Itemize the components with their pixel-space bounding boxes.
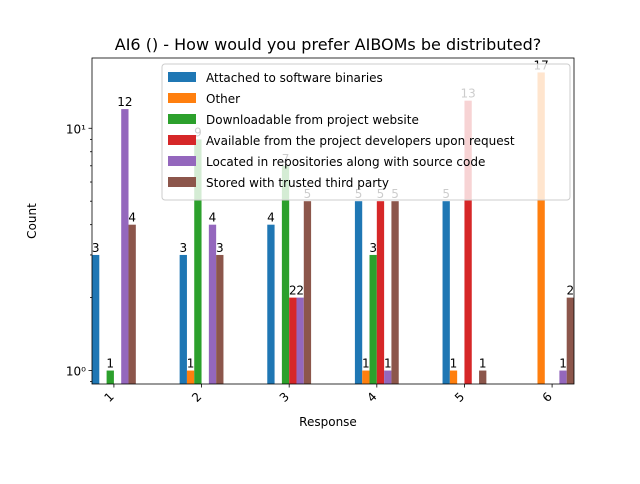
bar bbox=[384, 370, 392, 384]
bar-value-label: 1 bbox=[384, 357, 392, 371]
legend-swatch bbox=[168, 156, 196, 166]
legend-swatch bbox=[168, 93, 196, 103]
legend-swatch bbox=[168, 72, 196, 82]
bar bbox=[216, 254, 224, 384]
bar bbox=[559, 370, 567, 384]
bar-value-label: 1 bbox=[450, 357, 458, 371]
y-tick-label: 10⁰ bbox=[66, 365, 86, 379]
bar bbox=[208, 224, 217, 384]
bar bbox=[186, 370, 195, 384]
bar-value-label: 4 bbox=[128, 211, 136, 225]
bar bbox=[479, 370, 487, 384]
bars-layer bbox=[92, 72, 574, 385]
bar bbox=[354, 201, 363, 384]
bar bbox=[442, 201, 450, 384]
legend-entry-label: Attached to software binaries bbox=[206, 71, 383, 85]
legend-entry-label: Located in repositories along with sourc… bbox=[206, 155, 485, 169]
bar bbox=[106, 370, 114, 384]
legend-entry-label: Other bbox=[206, 92, 240, 106]
bar bbox=[391, 201, 399, 384]
bar-value-label: 1 bbox=[362, 357, 370, 371]
bar bbox=[296, 297, 304, 384]
y-axis-label: Count bbox=[25, 203, 39, 239]
bar bbox=[128, 224, 136, 384]
bar-value-label: 1 bbox=[559, 357, 567, 371]
bar-value-label: 1 bbox=[106, 357, 114, 371]
bar-value-label: 3 bbox=[369, 241, 377, 255]
bar bbox=[179, 254, 187, 384]
plot-frame bbox=[91, 57, 575, 385]
bar bbox=[121, 109, 129, 384]
bar-value-label: 3 bbox=[92, 241, 100, 255]
bar bbox=[464, 100, 472, 385]
legend-entry-label: Available from the project developers up… bbox=[206, 134, 515, 148]
bar bbox=[362, 370, 370, 384]
legend-swatch bbox=[168, 114, 196, 124]
bar bbox=[92, 254, 100, 384]
bar bbox=[194, 139, 202, 384]
bar-value-label: 4 bbox=[267, 211, 275, 225]
chart-title: AI6 () - How would you prefer AIBOMs be … bbox=[115, 35, 541, 54]
bar-value-label: 4 bbox=[209, 211, 217, 225]
bar bbox=[289, 297, 297, 384]
bar-value-label: 2 bbox=[567, 284, 575, 298]
legend-swatch bbox=[168, 135, 196, 145]
bar-value-label: 2 bbox=[289, 284, 297, 298]
bar bbox=[537, 72, 545, 385]
x-axis-label: Response bbox=[299, 415, 357, 429]
bar bbox=[369, 254, 377, 384]
y-tick-label: 10¹ bbox=[66, 122, 86, 136]
bar bbox=[303, 201, 312, 384]
bar bbox=[376, 201, 385, 384]
bar-value-label: 2 bbox=[296, 284, 304, 298]
bar-value-label: 3 bbox=[179, 241, 187, 255]
bar-value-label: 1 bbox=[479, 357, 487, 371]
legend: Attached to software binaries Other Downlo… bbox=[161, 63, 571, 201]
bar-value-label: 12 bbox=[117, 95, 132, 109]
legend-entry-label: Stored with trusted third party bbox=[206, 176, 389, 190]
bar bbox=[267, 224, 275, 384]
legend-swatch bbox=[168, 177, 196, 187]
bar bbox=[449, 370, 458, 384]
bar-value-label: 1 bbox=[187, 357, 195, 371]
bar bbox=[281, 165, 290, 384]
bar-value-label: 3 bbox=[216, 241, 224, 255]
legend-box bbox=[161, 63, 571, 201]
bar bbox=[566, 297, 574, 384]
legend-entry-label: Downloadable from project website bbox=[206, 113, 419, 127]
